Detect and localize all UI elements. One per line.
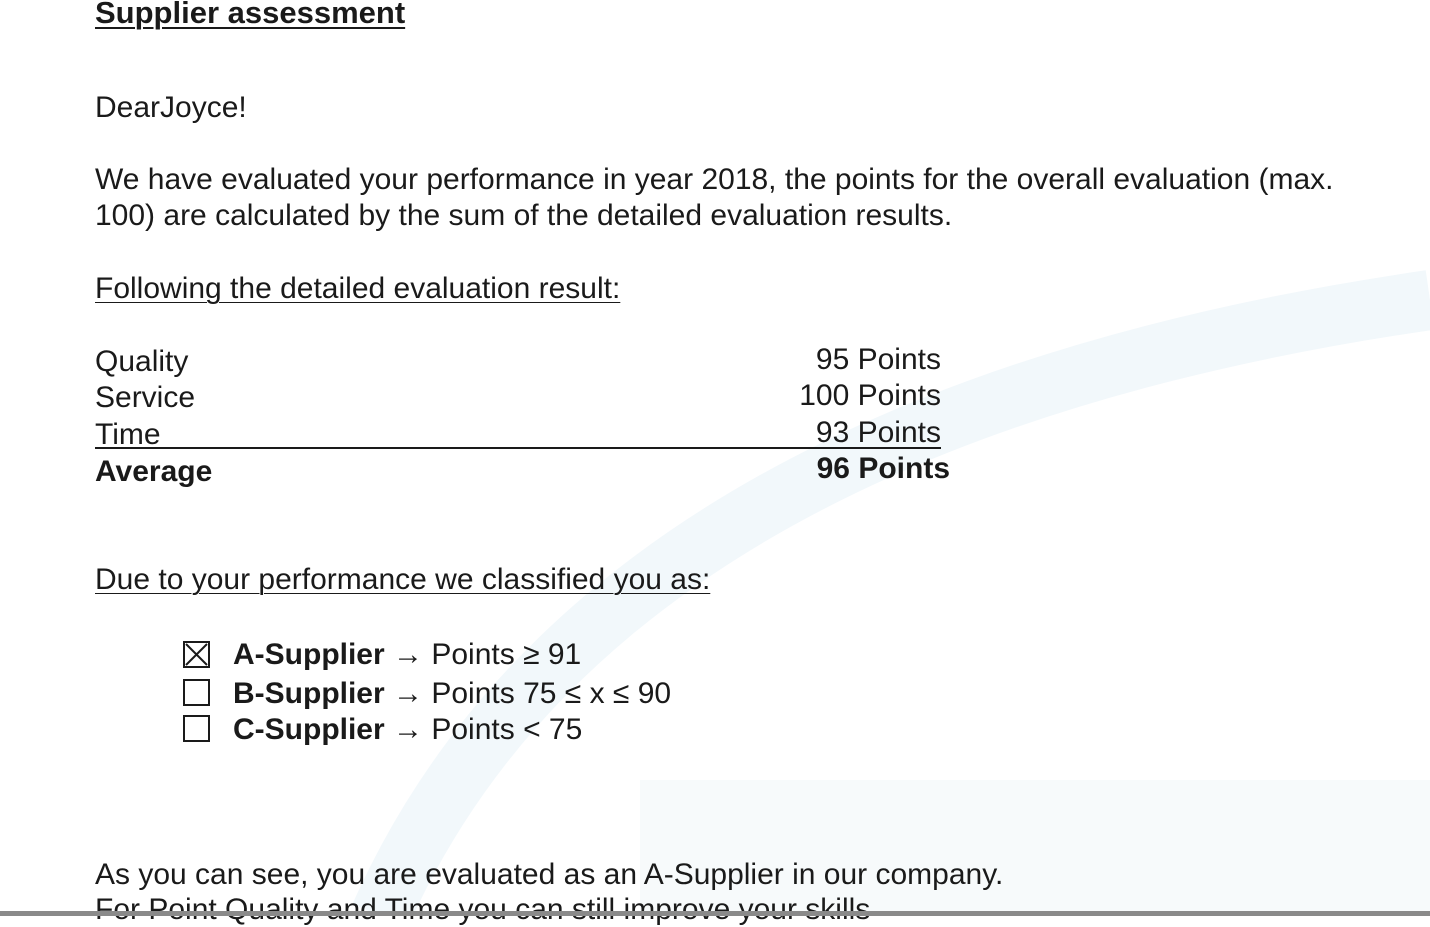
intro-line-2: 100) are calculated by the sum of the de… bbox=[95, 199, 953, 232]
result-value-time: 93 Points bbox=[815, 416, 941, 449]
class-b-rule: → Points 75 ≤ x ≤ 90 bbox=[393, 677, 672, 710]
class-a-name: A-Supplier bbox=[233, 638, 385, 671]
checkbox-a-supplier bbox=[183, 641, 210, 668]
class-c-name: C-Supplier bbox=[233, 713, 385, 746]
average-label: Average bbox=[95, 455, 213, 488]
classification-heading: Due to your performance we classified yo… bbox=[95, 563, 711, 596]
page-title: Supplier assessment bbox=[95, 0, 406, 30]
conclusion-line-2: For Point Quality and Time you can still… bbox=[95, 893, 871, 926]
sum-divider bbox=[95, 447, 941, 449]
conclusion-line-1: As you can see, you are evaluated as an … bbox=[95, 858, 1004, 891]
class-c-rule: → Points < 75 bbox=[393, 713, 583, 746]
checked-x-icon bbox=[185, 643, 208, 666]
result-value-service: 100 Points bbox=[799, 379, 941, 412]
checkbox-b-supplier bbox=[183, 679, 210, 706]
average-value: 96 Points bbox=[816, 452, 950, 485]
class-b-name: B-Supplier bbox=[233, 677, 385, 710]
greeting: DearJoyce! bbox=[95, 91, 247, 124]
result-label-service: Service bbox=[95, 381, 196, 414]
result-label-time: Time bbox=[95, 418, 161, 451]
result-label-quality: Quality bbox=[95, 345, 189, 378]
class-a-rule: → Points ≥ 91 bbox=[393, 638, 582, 671]
page-bottom-edge bbox=[0, 911, 1430, 916]
result-value-quality: 95 Points bbox=[815, 343, 941, 376]
results-heading: Following the detailed evaluation result… bbox=[95, 272, 621, 305]
checkbox-c-supplier bbox=[183, 715, 210, 742]
intro-line-1: We have evaluated your performance in ye… bbox=[95, 163, 1334, 196]
